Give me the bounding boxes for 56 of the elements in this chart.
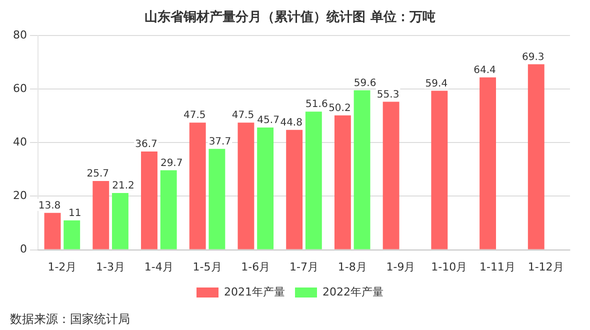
data-label: 59.6 <box>354 78 376 89</box>
bar <box>160 170 177 250</box>
bar <box>431 90 448 250</box>
x-tick-label: 1-3月 <box>96 260 126 274</box>
data-label: 37.7 <box>208 136 232 148</box>
bar <box>64 220 80 250</box>
bar <box>92 180 110 250</box>
data-label: 21.2 <box>112 180 134 192</box>
bar <box>112 193 128 250</box>
data-label: 50.2 <box>328 102 351 114</box>
x-tick-label: 1-6月 <box>241 260 270 274</box>
bar <box>286 130 303 250</box>
source-note: 数据来源：国家统计局 <box>10 312 130 326</box>
x-tick-label: 1-8月 <box>338 260 367 274</box>
data-label: 51.6 <box>306 99 328 110</box>
y-tick-label: 60 <box>12 82 27 96</box>
data-label: 47.5 <box>232 110 254 122</box>
x-tick-label: 1-7月 <box>290 260 318 274</box>
legend-label: 2022年产量 <box>322 285 384 298</box>
y-tick-label: 20 <box>12 189 27 202</box>
data-label: 64.4 <box>474 64 496 76</box>
data-label: 44.8 <box>280 117 302 128</box>
legend-label: 2021年产量 <box>224 285 286 298</box>
bar <box>238 122 254 250</box>
y-tick-label: 40 <box>12 136 27 149</box>
bar <box>141 152 158 250</box>
x-tick-label: 1-2月 <box>48 260 77 274</box>
data-label: 69.3 <box>522 52 544 63</box>
data-label: 45.7 <box>257 115 280 126</box>
x-tick-label: 1-9月 <box>386 260 416 274</box>
x-tick-label: 1-10月 <box>431 260 468 274</box>
bar <box>208 148 226 250</box>
x-tick-label: 1-12月 <box>528 260 564 274</box>
data-label: 55.3 <box>376 89 400 100</box>
x-tick-label: 1-4月 <box>144 260 174 274</box>
data-label: 47.5 <box>183 110 206 122</box>
chart-title: 山东省铜材产量分月（累计值）统计图 单位：万吨 <box>144 9 436 26</box>
bar <box>334 115 351 250</box>
data-label: 36.7 <box>135 139 158 150</box>
y-tick-label: 80 <box>12 28 27 42</box>
x-tick-label: 1-11月 <box>479 260 516 274</box>
x-tick-label: 1-5月 <box>192 260 222 274</box>
bar <box>189 122 206 250</box>
bar <box>257 127 274 250</box>
bar <box>354 90 370 250</box>
bar <box>44 212 61 250</box>
bar <box>480 77 496 250</box>
data-label: 11 <box>68 208 82 219</box>
y-tick-label: 0 <box>20 242 27 256</box>
data-label: 25.7 <box>86 168 110 180</box>
bar <box>305 112 322 250</box>
data-label: 13.8 <box>38 200 61 212</box>
data-label: 59.4 <box>425 78 448 90</box>
bar <box>382 102 400 250</box>
data-label: 29.7 <box>160 158 183 169</box>
bar <box>528 64 544 250</box>
